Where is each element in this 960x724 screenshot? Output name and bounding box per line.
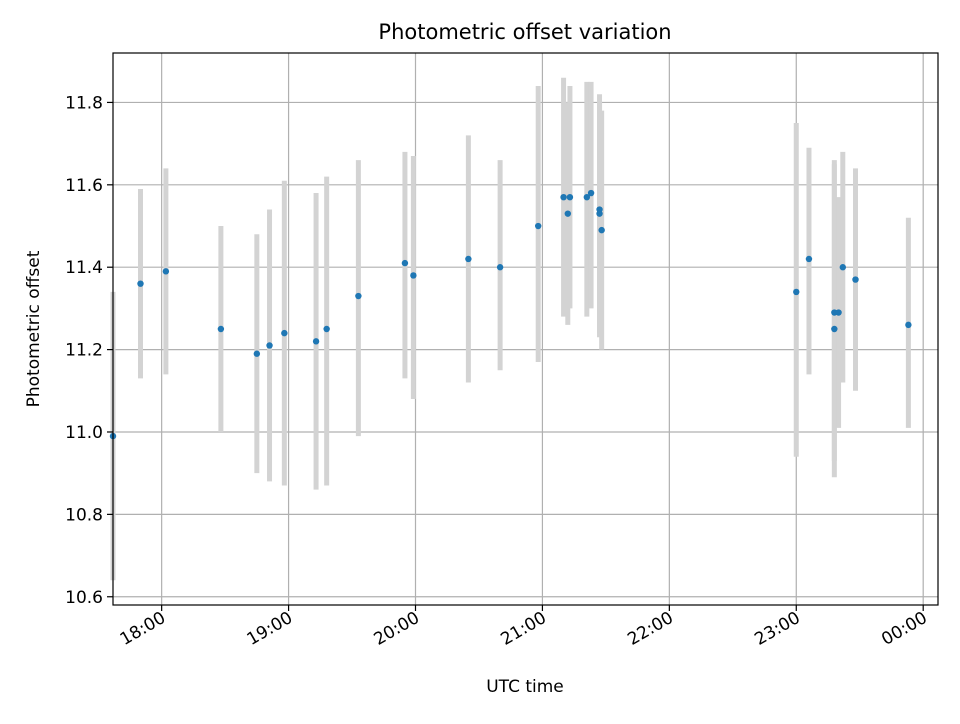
data-point xyxy=(465,255,472,263)
y-tick-label: 11.4 xyxy=(65,258,103,278)
data-point xyxy=(596,210,603,217)
y-tick-label: 10.8 xyxy=(65,505,103,525)
y-tick-label: 11.0 xyxy=(65,423,103,443)
y-tick-label: 11.6 xyxy=(65,176,103,196)
data-point xyxy=(564,210,572,217)
data-point xyxy=(835,309,842,316)
y-tick-label: 11.2 xyxy=(65,341,103,361)
data-point xyxy=(805,255,813,263)
data-point xyxy=(323,325,330,333)
y-tick-label: 10.6 xyxy=(65,588,103,608)
y-axis-label: Photometric offset xyxy=(24,250,44,407)
data-point xyxy=(793,288,800,296)
data-point xyxy=(496,264,504,271)
data-point xyxy=(587,189,595,197)
data-point xyxy=(312,338,320,345)
data-point xyxy=(281,329,288,337)
data-point xyxy=(852,276,859,283)
data-point xyxy=(560,193,567,201)
data-point xyxy=(839,264,847,271)
data-point xyxy=(831,325,838,333)
y-tick-label: 11.8 xyxy=(65,93,103,113)
data-point xyxy=(253,350,261,357)
data-point xyxy=(401,259,409,267)
data-point xyxy=(598,226,605,234)
data-point xyxy=(355,292,362,300)
data-point xyxy=(266,342,273,349)
plot-frame xyxy=(112,52,939,606)
chart-title: Photometric offset variation xyxy=(378,20,671,44)
data-point xyxy=(217,325,225,333)
data-point xyxy=(583,193,591,201)
data-point xyxy=(410,272,417,279)
x-axis-label: UTC time xyxy=(486,677,564,697)
data-point xyxy=(566,193,574,201)
data-point xyxy=(137,280,144,287)
data-point xyxy=(905,321,912,329)
data-points xyxy=(109,189,912,440)
data-point xyxy=(534,222,542,230)
y-axis: 10.6 10.8 11.0 11.2 11.4 11.6 11.8 xyxy=(65,93,113,608)
data-point xyxy=(162,268,170,275)
